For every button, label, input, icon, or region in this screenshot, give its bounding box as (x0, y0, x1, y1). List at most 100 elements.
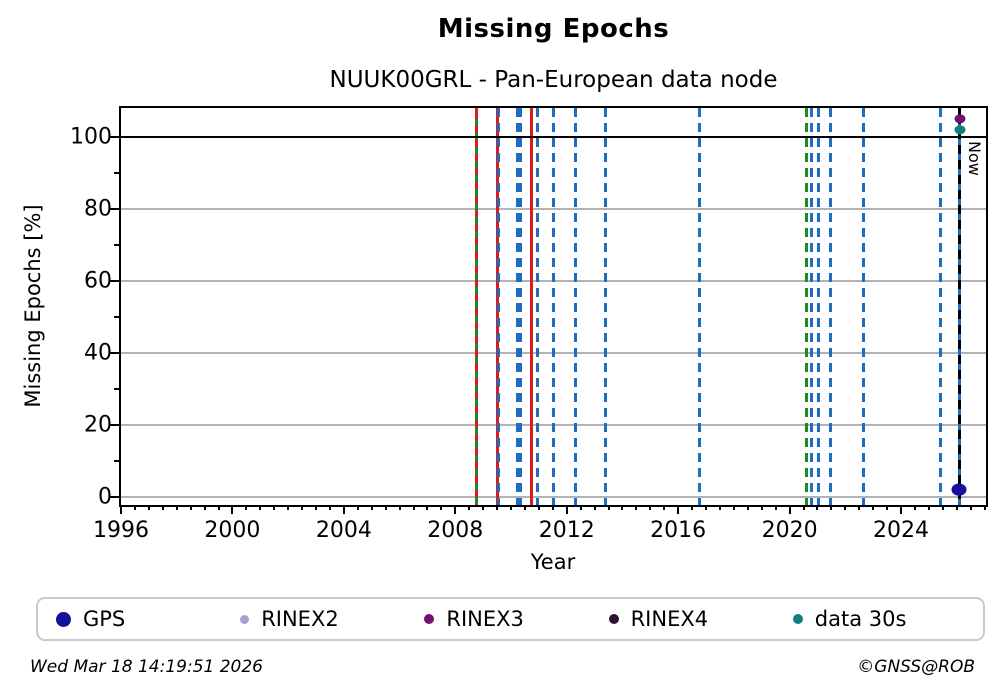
event-line-4 (515, 108, 519, 505)
event-line-15 (829, 108, 833, 505)
x-minor-tick (370, 505, 373, 510)
y-minor-tick (114, 316, 119, 319)
y-minor-tick (114, 172, 119, 175)
plot-area: Year Missing Epochs [%] Now 1996 2000 2004 2… (21, 108, 986, 574)
x-minor-tick (579, 505, 582, 510)
x-major-tick (120, 505, 122, 514)
x-minor-tick (955, 505, 958, 510)
chart-title: Missing Epochs (437, 14, 670, 44)
event-line-12 (804, 108, 808, 505)
x-axis-label: Year (530, 550, 576, 574)
x-minor-tick (384, 505, 387, 510)
now-label: Now (964, 141, 984, 176)
x-minor-tick (328, 505, 331, 510)
x-minor-tick (189, 505, 192, 510)
x-minor-tick (649, 505, 652, 510)
x-tick-label-2008: 2008 (427, 518, 484, 543)
x-minor-tick (398, 505, 401, 510)
chart-subtitle: NUUK00GRL - Pan-European data node (329, 67, 778, 93)
event-line-9 (574, 108, 578, 505)
legend-dot-rinex4 (608, 614, 619, 624)
hundred-percent-line (121, 135, 986, 139)
x-minor-tick (663, 505, 666, 510)
x-tick-label-2024: 2024 (873, 518, 930, 543)
x-minor-tick (830, 505, 833, 510)
legend-item-rinex2: RINEX2 (240, 607, 424, 631)
x-minor-tick (941, 505, 944, 510)
x-minor-tick (844, 505, 847, 510)
legend: GPS RINEX2 RINEX3 RINEX4 data 30s (36, 597, 985, 641)
event-line-1 (475, 108, 478, 505)
x-minor-tick (259, 505, 262, 510)
x-minor-tick (732, 505, 735, 510)
event-line-17 (938, 108, 942, 505)
y-tick-label-60: 60 (84, 268, 112, 294)
plot-frame: Year Missing Epochs [%] Now 1996 2000 2004 2… (21, 106, 988, 574)
x-minor-tick (927, 505, 930, 510)
y-tick-label-20: 20 (84, 412, 112, 438)
legend-item-gps: GPS (56, 607, 240, 631)
x-minor-tick (983, 505, 986, 510)
event-line-11 (698, 108, 702, 505)
y-major-tick (110, 208, 119, 211)
x-minor-tick (913, 505, 916, 510)
x-minor-tick (496, 505, 499, 510)
legend-label: data 30s (814, 607, 907, 631)
y-minor-tick (114, 459, 119, 462)
x-minor-tick (203, 505, 206, 510)
y-minor-tick (114, 244, 119, 247)
timestamp-text: Wed Mar 18 14:19:51 2026 (30, 657, 263, 677)
event-line-16 (862, 108, 866, 505)
x-minor-tick (440, 505, 443, 510)
x-minor-tick (161, 505, 164, 510)
x-minor-tick (774, 505, 777, 510)
x-minor-tick (273, 505, 276, 510)
y-major-tick (110, 495, 119, 498)
x-minor-tick (468, 505, 471, 510)
event-line-13 (809, 108, 813, 505)
x-minor-tick (175, 505, 178, 510)
x-minor-tick (802, 505, 805, 510)
x-minor-tick (245, 505, 248, 510)
x-major-tick (231, 505, 234, 514)
event-line-6 (530, 108, 533, 505)
event-line-10 (604, 108, 608, 505)
legend-label: RINEX3 (446, 607, 524, 631)
data-point-gps (951, 483, 967, 497)
legend-dot-gps (56, 611, 71, 627)
x-minor-tick (635, 505, 638, 510)
x-minor-tick (523, 505, 526, 510)
x-minor-tick (718, 505, 721, 510)
x-major-tick (454, 505, 457, 514)
x-major-tick (342, 505, 345, 514)
x-tick-label-2012: 2012 (538, 518, 595, 543)
legend-label: GPS (83, 607, 126, 631)
x-minor-tick (872, 505, 875, 510)
x-minor-tick (621, 505, 624, 510)
x-minor-tick (426, 505, 429, 510)
x-minor-tick (886, 505, 889, 510)
x-minor-tick (147, 505, 150, 510)
legend-item-data-30s: data 30s (792, 607, 977, 631)
x-minor-tick (482, 505, 485, 510)
x-minor-tick (969, 505, 972, 510)
legend-item-rinex3: RINEX3 (424, 607, 608, 631)
x-major-tick (900, 505, 903, 514)
y-axis-label: Missing Epochs [%] (21, 204, 45, 408)
x-minor-tick (705, 505, 708, 510)
data-point-rinex3 (954, 114, 966, 124)
x-minor-tick (607, 505, 610, 510)
x-major-tick (677, 505, 680, 514)
data-point-data-30s (954, 125, 966, 135)
event-line-5 (518, 108, 522, 505)
x-major-tick (788, 505, 791, 514)
x-tick-label-2016: 2016 (650, 518, 707, 543)
y-tick-label-100: 100 (70, 124, 112, 150)
x-minor-tick (551, 505, 554, 510)
legend-dot-rinex2 (240, 614, 250, 624)
x-minor-tick (301, 505, 304, 510)
x-tick-label-2004: 2004 (315, 518, 372, 543)
x-minor-tick (133, 505, 136, 510)
x-tick-label-2000: 2000 (204, 518, 261, 543)
